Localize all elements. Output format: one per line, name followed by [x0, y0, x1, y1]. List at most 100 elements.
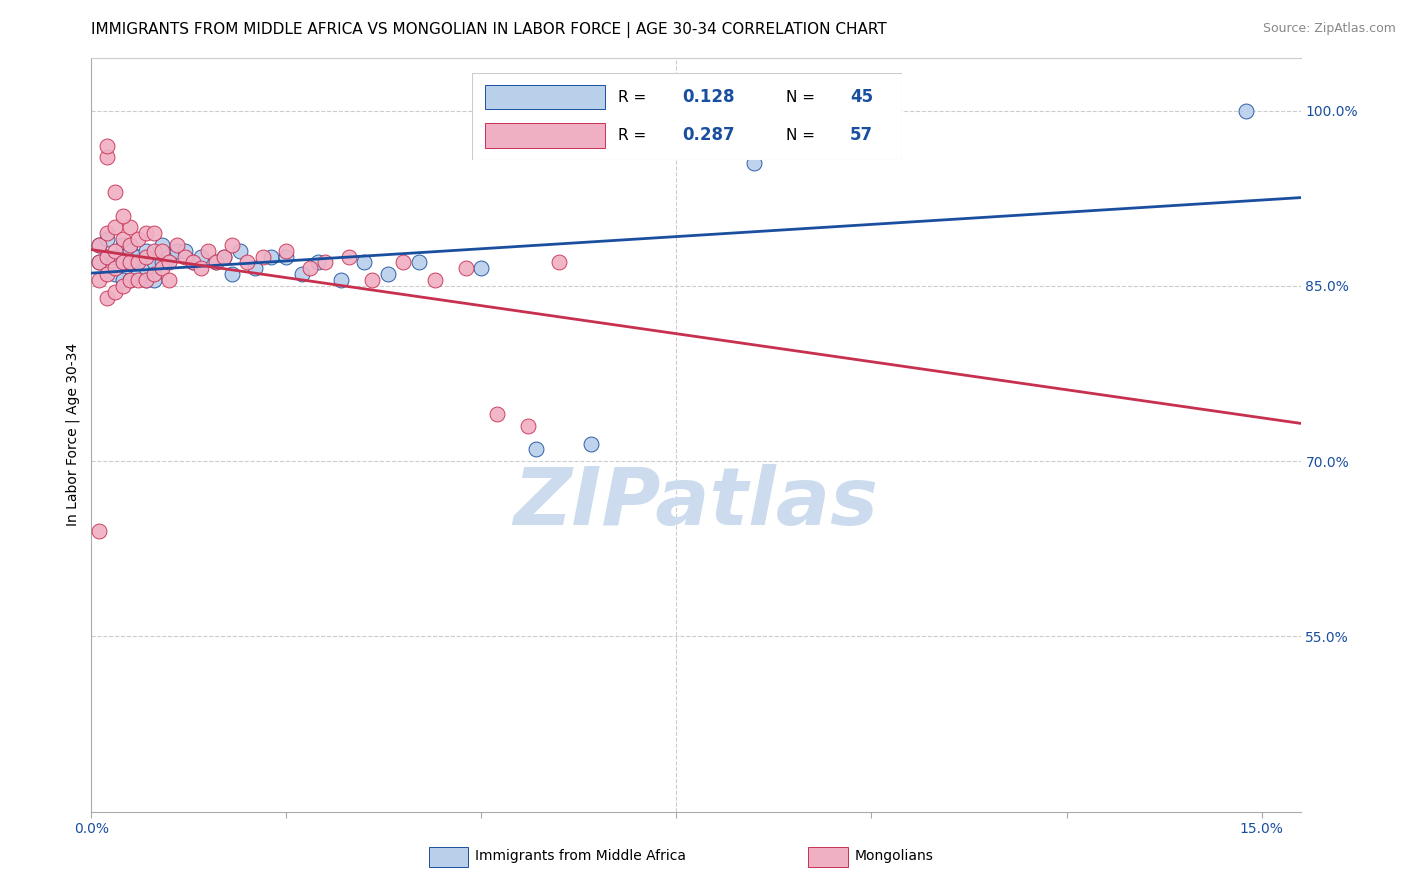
Point	[111, 273, 134, 287]
Point	[135, 261, 157, 276]
Point	[120, 273, 142, 287]
Point	[221, 267, 243, 281]
Point	[96, 150, 118, 164]
Point	[135, 273, 157, 287]
Point	[197, 244, 219, 258]
Point	[205, 255, 228, 269]
Point	[127, 255, 149, 269]
Point	[276, 244, 298, 258]
Point	[330, 273, 353, 287]
Point	[135, 273, 157, 287]
Point	[104, 244, 127, 258]
Point	[127, 273, 149, 287]
Point	[212, 250, 235, 264]
Point	[181, 255, 204, 269]
Point	[120, 273, 142, 287]
Point	[157, 255, 180, 269]
Point	[454, 261, 477, 276]
Point	[120, 255, 142, 269]
Y-axis label: In Labor Force | Age 30-34: In Labor Force | Age 30-34	[66, 343, 80, 526]
Point	[212, 250, 235, 264]
Point	[150, 238, 173, 252]
Point	[236, 255, 259, 269]
Point	[1234, 103, 1257, 118]
Point	[260, 250, 283, 264]
Point	[174, 250, 197, 264]
Point	[252, 250, 274, 264]
Point	[157, 273, 180, 287]
Point	[111, 209, 134, 223]
Point	[104, 220, 127, 235]
Point	[142, 267, 165, 281]
Point	[111, 232, 134, 246]
Point	[337, 250, 360, 264]
Point	[548, 255, 571, 269]
Point	[142, 255, 165, 269]
Point	[135, 227, 157, 241]
Point	[89, 273, 111, 287]
Point	[157, 250, 180, 264]
Point	[120, 244, 142, 258]
Point	[517, 419, 540, 434]
Point	[127, 267, 149, 281]
Point	[174, 244, 197, 258]
Point	[190, 250, 212, 264]
Point	[142, 244, 165, 258]
Point	[104, 261, 127, 276]
Point	[486, 408, 509, 422]
Point	[150, 244, 173, 258]
Point	[96, 232, 118, 246]
Point	[111, 278, 134, 293]
Point	[150, 255, 173, 269]
Point	[111, 255, 134, 269]
Point	[135, 250, 157, 264]
Point	[96, 267, 118, 281]
Text: Immigrants from Middle Africa: Immigrants from Middle Africa	[475, 849, 686, 863]
Point	[104, 285, 127, 299]
Point	[470, 261, 492, 276]
Point	[228, 244, 250, 258]
Point	[806, 145, 828, 159]
Point	[111, 255, 134, 269]
Point	[89, 255, 111, 269]
Point	[142, 227, 165, 241]
Point	[104, 267, 127, 281]
Point	[120, 255, 142, 269]
Point	[96, 227, 118, 241]
Point	[353, 255, 375, 269]
Point	[111, 238, 134, 252]
Point	[190, 261, 212, 276]
Point	[150, 261, 173, 276]
Point	[307, 255, 329, 269]
Point	[392, 255, 415, 269]
Point	[276, 250, 298, 264]
Point	[166, 238, 188, 252]
Point	[96, 250, 118, 264]
Point	[104, 186, 127, 200]
Text: Mongolians: Mongolians	[855, 849, 934, 863]
Point	[89, 524, 111, 539]
Point	[314, 255, 336, 269]
Point	[89, 238, 111, 252]
Point	[291, 267, 314, 281]
Point	[96, 250, 118, 264]
Point	[205, 255, 228, 269]
Point	[89, 255, 111, 269]
Text: IMMIGRANTS FROM MIDDLE AFRICA VS MONGOLIAN IN LABOR FORCE | AGE 30-34 CORRELATIO: IMMIGRANTS FROM MIDDLE AFRICA VS MONGOLI…	[91, 22, 887, 38]
Point	[245, 261, 267, 276]
Point	[127, 250, 149, 264]
Point	[221, 238, 243, 252]
Point	[361, 273, 384, 287]
Point	[142, 273, 165, 287]
Point	[120, 238, 142, 252]
Point	[579, 436, 602, 450]
Point	[524, 442, 547, 457]
Point	[181, 255, 204, 269]
Point	[298, 261, 321, 276]
Point	[135, 244, 157, 258]
Point	[96, 138, 118, 153]
Point	[96, 291, 118, 305]
Point	[377, 267, 399, 281]
Point	[89, 238, 111, 252]
Point	[127, 232, 149, 246]
